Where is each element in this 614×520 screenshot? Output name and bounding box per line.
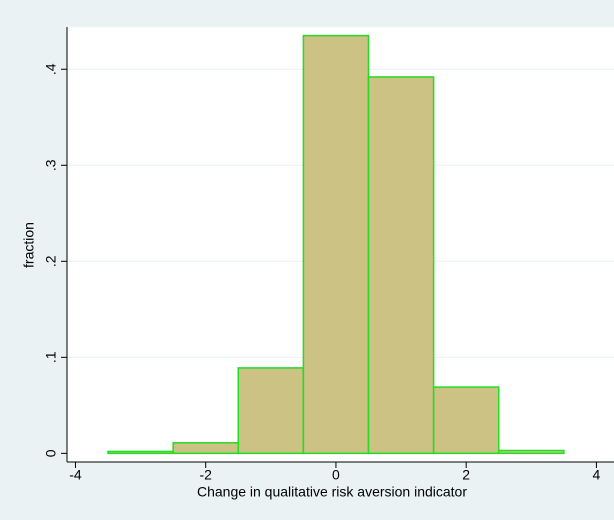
x-tick-label: 2 [462, 467, 470, 483]
bar [497, 449, 565, 455]
x-axis-label: Change in qualitative risk aversion indi… [197, 484, 467, 500]
y-axis-label: fraction [21, 222, 37, 268]
bar [172, 442, 240, 455]
bar [302, 34, 370, 455]
bar [237, 367, 305, 455]
x-tick-label: -2 [199, 467, 212, 483]
y-tick-label: 0 [43, 449, 59, 457]
y-tick-label: .4 [43, 63, 59, 75]
x-tick-label: -4 [69, 467, 82, 483]
bar [107, 450, 174, 455]
y-tick-label: .1 [43, 351, 59, 363]
y-tick-label: .2 [43, 255, 59, 267]
x-tick-label: 0 [332, 467, 340, 483]
y-tick-label: .3 [43, 159, 59, 171]
bar [367, 76, 435, 455]
x-tick-label: 4 [593, 467, 601, 483]
bar [432, 386, 500, 455]
